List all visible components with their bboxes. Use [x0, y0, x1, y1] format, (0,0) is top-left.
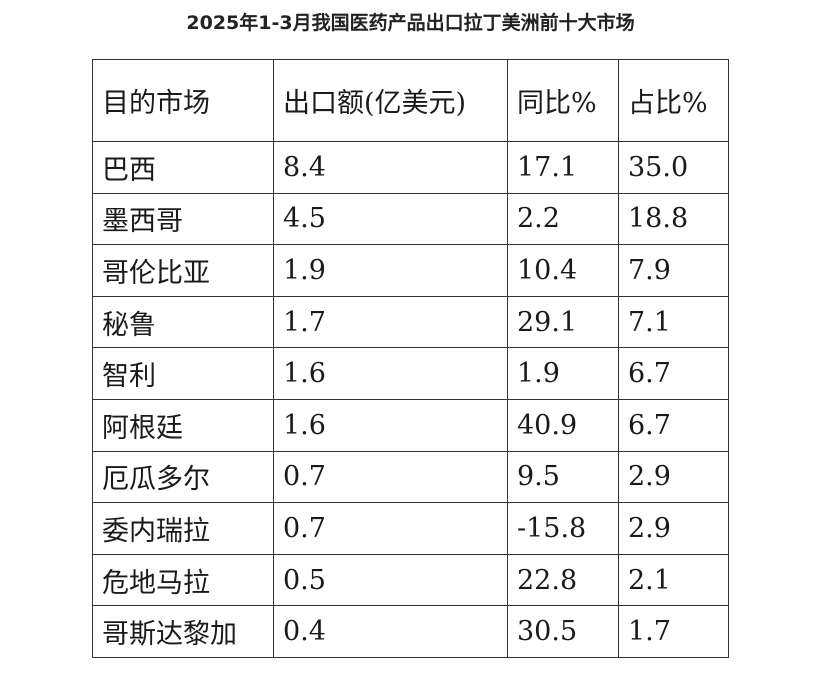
header-export-value: 出口额(亿美元) [273, 59, 508, 142]
cell-market: 委内瑞拉 [92, 502, 274, 555]
cell-market: 墨西哥 [92, 192, 274, 246]
cell-export-value: 1.9 [273, 244, 508, 297]
cell-market: 阿根廷 [92, 398, 274, 452]
cell-yoy: 40.9 [507, 398, 619, 452]
cell-export-value: 1.6 [273, 398, 508, 452]
table-row: 巴西 8.4 17.1 35.0 [92, 141, 729, 194]
cell-market: 哥伦比亚 [92, 244, 274, 297]
table-body: 巴西 8.4 17.1 35.0 墨西哥 4.5 2.2 18.8 哥伦比亚 1.9 10.4 7.9… [92, 141, 729, 658]
cell-export-value: 0.4 [273, 605, 508, 658]
cell-yoy: 10.4 [507, 244, 619, 297]
cell-yoy: 9.5 [507, 450, 619, 504]
cell-yoy: 1.9 [507, 347, 619, 400]
header-yoy: 同比% [507, 59, 619, 142]
cell-export-value: 1.7 [273, 295, 508, 349]
cell-share: 6.7 [618, 347, 729, 400]
table-row: 墨西哥 4.5 2.2 18.8 [92, 192, 729, 246]
cell-share: 1.7 [618, 605, 729, 658]
cell-export-value: 0.7 [273, 502, 508, 555]
table-row: 哥斯达黎加 0.4 30.5 1.7 [92, 605, 729, 658]
header-market: 目的市场 [92, 59, 274, 142]
page-title: 2025年1-3月我国医药产品出口拉丁美洲前十大市场 [186, 12, 635, 34]
cell-market: 智利 [92, 347, 274, 400]
table-row: 哥伦比亚 1.9 10.4 7.9 [92, 244, 729, 297]
cell-market: 秘鲁 [92, 295, 274, 349]
cell-yoy: -15.8 [507, 502, 619, 555]
cell-share: 2.1 [618, 553, 729, 607]
export-table: 目的市场 出口额(亿美元) 同比% 占比% 巴西 8.4 17.1 35.0 墨西哥 4.… [92, 59, 729, 658]
cell-export-value: 0.5 [273, 553, 508, 607]
cell-share: 2.9 [618, 502, 729, 555]
cell-market: 哥斯达黎加 [92, 605, 274, 658]
cell-market: 危地马拉 [92, 553, 274, 607]
cell-yoy: 29.1 [507, 295, 619, 349]
table-row: 智利 1.6 1.9 6.7 [92, 347, 729, 400]
table-row: 阿根廷 1.6 40.9 6.7 [92, 398, 729, 452]
cell-market: 巴西 [92, 141, 274, 194]
cell-share: 6.7 [618, 398, 729, 452]
cell-export-value: 8.4 [273, 141, 508, 194]
cell-yoy: 17.1 [507, 141, 619, 194]
cell-share: 35.0 [618, 141, 729, 194]
cell-share: 18.8 [618, 192, 729, 246]
cell-yoy: 2.2 [507, 192, 619, 246]
table-row: 委内瑞拉 0.7 -15.8 2.9 [92, 502, 729, 555]
cell-share: 7.9 [618, 244, 729, 297]
cell-market: 厄瓜多尔 [92, 450, 274, 504]
cell-share: 7.1 [618, 295, 729, 349]
cell-yoy: 22.8 [507, 553, 619, 607]
cell-export-value: 1.6 [273, 347, 508, 400]
cell-yoy: 30.5 [507, 605, 619, 658]
table-row: 危地马拉 0.5 22.8 2.1 [92, 553, 729, 607]
cell-share: 2.9 [618, 450, 729, 504]
table-row: 厄瓜多尔 0.7 9.5 2.9 [92, 450, 729, 504]
table-row: 秘鲁 1.7 29.1 7.1 [92, 295, 729, 349]
cell-export-value: 0.7 [273, 450, 508, 504]
cell-export-value: 4.5 [273, 192, 508, 246]
table-header-row: 目的市场 出口额(亿美元) 同比% 占比% [92, 59, 729, 142]
header-share: 占比% [618, 59, 729, 142]
